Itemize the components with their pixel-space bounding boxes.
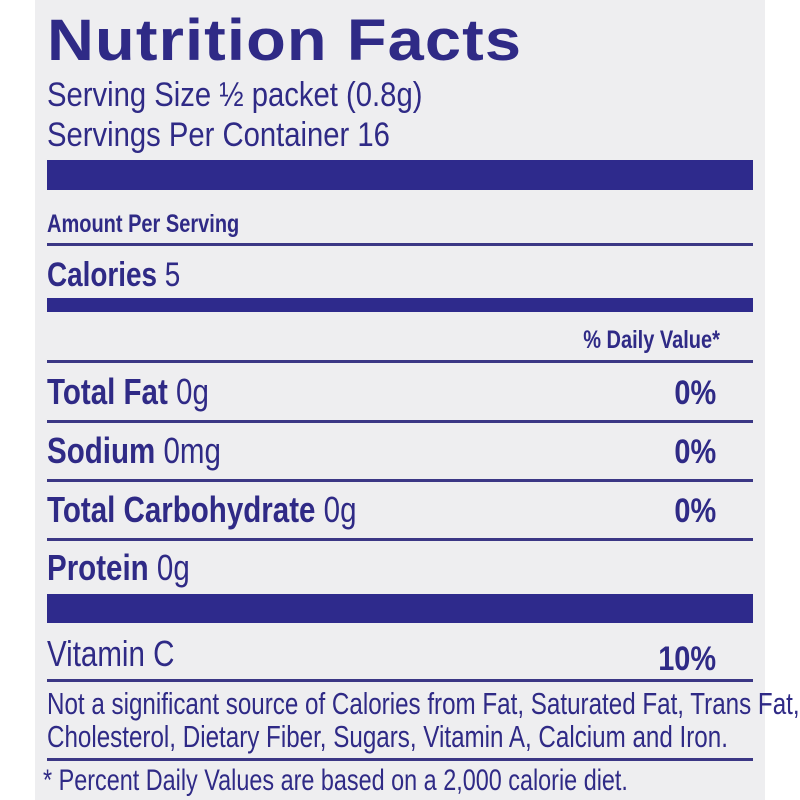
thick-divider [47,594,753,623]
divider [47,420,753,423]
nutrient-dv: 0% [674,374,716,412]
nutrient-label: Protein [47,547,149,588]
nutrient-amount: 0g [176,371,209,412]
calories-label: Calories [47,256,158,294]
label-panel [35,0,765,800]
calories-value: 5 [164,256,181,294]
servings-per-container: Servings Per Container 16 [47,116,390,154]
divider [47,479,753,482]
nutrient-label: Sodium [47,430,156,471]
divider [47,679,753,682]
footnote: * Percent Daily Values are based on a 2,… [43,764,628,797]
not-significant-line1: Not a significant source of Calories fro… [47,686,800,721]
nutrient-label: Total Fat [47,371,168,412]
label-title: Nutrition Facts [47,8,523,73]
nutrient-label: Total Carbohydrate [47,489,316,530]
nutrient-amount: 0g [323,489,357,530]
vitamin-c-dv: 10% [658,640,716,678]
vitamin-c-label: Vitamin C [47,633,175,674]
daily-value-header: % Daily Value* [583,326,720,354]
nutrient-amount: 0mg [163,430,221,471]
divider [47,758,753,761]
nutrient-row-sodium: Sodium 0mg [47,433,221,469]
calories-row: Calories 5 [47,258,180,292]
not-significant-line2: Cholesterol, Dietary Fiber, Sugars, Vita… [47,719,728,754]
nutrient-row-total-fat: Total Fat 0g [47,374,209,410]
divider [47,360,753,363]
nutrient-row-total-carbohydrate: Total Carbohydrate 0g [47,492,356,528]
divider [47,243,753,246]
medium-divider [47,298,753,312]
serving-size: Serving Size ½ packet (0.8g) [47,76,423,114]
nutrient-amount: 0g [156,547,190,588]
divider [47,538,753,541]
nutrient-row-protein: Protein 0g [47,550,190,586]
nutrient-dv: 0% [674,433,716,471]
thick-divider [47,160,753,190]
amount-per-serving: Amount Per Serving [47,210,240,238]
nutrient-dv: 0% [674,492,716,530]
